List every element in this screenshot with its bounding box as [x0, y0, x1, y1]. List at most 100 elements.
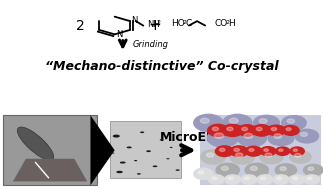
Ellipse shape	[176, 169, 180, 171]
FancyBboxPatch shape	[110, 121, 181, 178]
Circle shape	[223, 114, 252, 131]
Circle shape	[198, 171, 204, 174]
Text: 2: 2	[157, 20, 161, 25]
Circle shape	[279, 149, 283, 151]
Text: HO: HO	[171, 19, 185, 28]
Circle shape	[260, 147, 276, 156]
Circle shape	[216, 163, 239, 177]
Ellipse shape	[120, 161, 126, 163]
Ellipse shape	[170, 147, 172, 148]
Ellipse shape	[137, 173, 141, 175]
Circle shape	[245, 146, 262, 156]
Circle shape	[308, 167, 314, 170]
Circle shape	[293, 149, 297, 151]
Text: Grinding: Grinding	[132, 40, 168, 49]
Circle shape	[304, 175, 320, 184]
Circle shape	[282, 125, 299, 135]
Ellipse shape	[152, 166, 158, 167]
Ellipse shape	[160, 139, 163, 141]
Circle shape	[307, 177, 312, 180]
Circle shape	[289, 175, 305, 184]
Text: 2: 2	[225, 20, 229, 25]
Text: 2: 2	[183, 20, 187, 25]
Circle shape	[230, 150, 255, 164]
Circle shape	[237, 125, 257, 136]
Circle shape	[235, 153, 243, 157]
Polygon shape	[13, 159, 87, 181]
Circle shape	[268, 130, 294, 146]
Text: CO: CO	[215, 19, 228, 28]
Circle shape	[228, 177, 233, 180]
Circle shape	[295, 153, 301, 157]
Circle shape	[250, 166, 257, 170]
Circle shape	[265, 153, 272, 157]
Circle shape	[267, 125, 285, 136]
Circle shape	[259, 119, 267, 123]
Circle shape	[237, 129, 266, 146]
Circle shape	[295, 129, 318, 143]
Text: H: H	[228, 19, 234, 28]
Ellipse shape	[127, 146, 132, 148]
Circle shape	[276, 177, 281, 180]
Ellipse shape	[140, 132, 144, 133]
Circle shape	[257, 175, 273, 184]
Circle shape	[212, 127, 219, 131]
Text: +: +	[149, 18, 162, 33]
Text: MicroED: MicroED	[160, 131, 218, 143]
Circle shape	[245, 163, 268, 177]
Circle shape	[242, 127, 248, 131]
Circle shape	[234, 148, 239, 151]
Circle shape	[287, 119, 295, 123]
Circle shape	[227, 127, 233, 131]
Circle shape	[290, 147, 304, 155]
Ellipse shape	[134, 160, 137, 161]
Circle shape	[207, 129, 238, 147]
Ellipse shape	[113, 135, 120, 138]
FancyBboxPatch shape	[200, 115, 321, 185]
Circle shape	[201, 150, 225, 164]
Text: N: N	[131, 16, 137, 25]
Text: NH: NH	[147, 20, 160, 29]
Ellipse shape	[17, 127, 54, 160]
Circle shape	[215, 146, 234, 156]
Circle shape	[304, 164, 323, 176]
Circle shape	[271, 128, 276, 131]
Circle shape	[244, 133, 253, 138]
Ellipse shape	[146, 150, 151, 152]
Circle shape	[229, 118, 238, 123]
Circle shape	[208, 175, 224, 184]
FancyBboxPatch shape	[3, 115, 97, 185]
Circle shape	[224, 175, 241, 184]
Circle shape	[293, 177, 297, 180]
Circle shape	[212, 177, 217, 180]
Ellipse shape	[116, 171, 123, 173]
Circle shape	[194, 168, 213, 180]
Circle shape	[244, 177, 249, 180]
Circle shape	[273, 175, 289, 184]
Circle shape	[290, 151, 311, 163]
Circle shape	[206, 153, 214, 157]
Circle shape	[276, 147, 290, 155]
Circle shape	[222, 124, 243, 136]
Text: “Mechano-distinctive” Co-crystal: “Mechano-distinctive” Co-crystal	[45, 60, 278, 73]
Text: N: N	[116, 30, 122, 40]
Circle shape	[194, 114, 223, 131]
Text: C: C	[185, 19, 192, 28]
Text: 2: 2	[76, 19, 85, 33]
Circle shape	[282, 116, 306, 130]
Circle shape	[252, 125, 271, 136]
Circle shape	[280, 167, 287, 170]
Circle shape	[230, 146, 248, 156]
Ellipse shape	[112, 153, 114, 154]
Circle shape	[200, 118, 209, 123]
Circle shape	[256, 127, 262, 131]
Circle shape	[249, 149, 254, 151]
Circle shape	[275, 164, 297, 176]
Circle shape	[260, 150, 283, 164]
Circle shape	[221, 166, 228, 170]
Circle shape	[208, 124, 228, 136]
Circle shape	[254, 115, 279, 130]
Circle shape	[260, 177, 265, 180]
Circle shape	[274, 134, 282, 138]
Polygon shape	[90, 115, 115, 185]
